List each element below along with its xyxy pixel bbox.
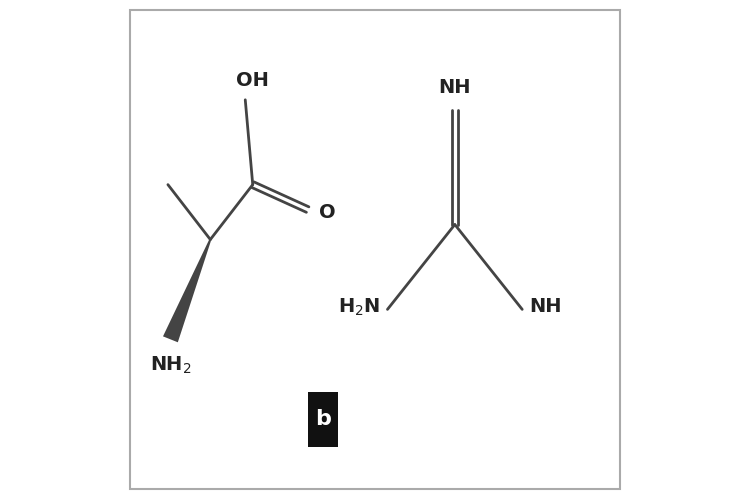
Text: NH: NH [530,297,562,316]
Polygon shape [163,239,211,342]
Text: NH$_2$: NH$_2$ [149,354,191,376]
Text: b: b [315,409,331,429]
FancyBboxPatch shape [130,10,620,489]
Text: O: O [319,203,335,222]
Text: H$_2$N: H$_2$N [338,296,380,317]
Text: OH: OH [236,71,269,90]
Text: NH: NH [439,78,471,97]
FancyBboxPatch shape [308,392,338,447]
